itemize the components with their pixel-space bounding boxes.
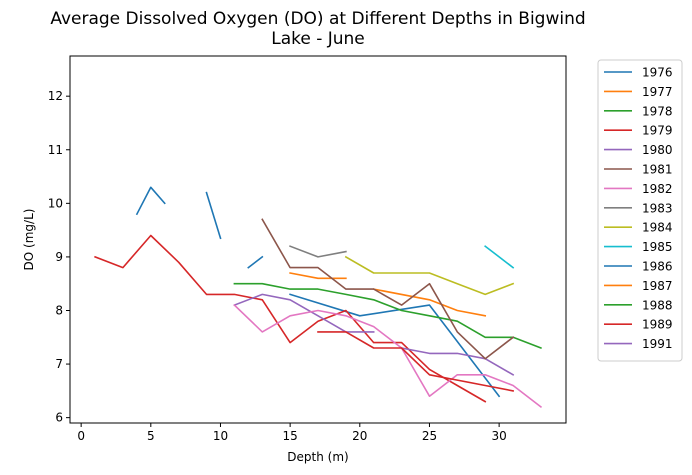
series-line-1981: [261, 218, 515, 360]
y-tick-label: 10: [48, 196, 63, 210]
series-line-1985: [484, 245, 515, 269]
series-line-1986: [247, 255, 264, 269]
y-tick-label: 7: [55, 357, 63, 371]
y-tick-label: 8: [55, 303, 63, 317]
legend-label: 1987: [642, 279, 673, 293]
y-tick-label: 6: [55, 411, 63, 425]
series-line-1983: [289, 245, 347, 258]
series-line-1982: [233, 303, 543, 409]
legend-label: 1981: [642, 163, 673, 177]
legend-label: 1978: [642, 104, 673, 118]
plot-area: [69, 55, 567, 424]
legend: 1976 1977 1978 1979 1980 1981 1982 1983 1984 1985…: [597, 59, 683, 362]
legend-label: 1985: [642, 240, 673, 254]
chart-title-line: Average Dissolved Oxygen (DO) at Differe…: [50, 9, 585, 29]
series-line-1976: [289, 293, 501, 398]
series-line-1979: [94, 234, 487, 403]
legend-label: 1979: [642, 124, 673, 138]
legend-label: 1986: [642, 260, 673, 274]
series-line-1989: [317, 331, 515, 392]
series-line-1976: [135, 186, 166, 216]
x-tick-label: 30: [491, 429, 506, 443]
legend-label: 1984: [642, 221, 673, 235]
y-tick-label: 9: [55, 250, 63, 264]
x-tick-label: 0: [77, 429, 85, 443]
chart-title-line: Lake - June: [271, 29, 365, 49]
x-axis-label: Depth (m): [287, 450, 348, 464]
x-tick-label: 5: [147, 429, 155, 443]
legend-label: 1976: [642, 66, 673, 80]
legend-label: 1991: [642, 337, 673, 351]
chart-title: Average Dissolved Oxygen (DO) at Differe…: [50, 9, 585, 49]
x-tick-label: 10: [213, 429, 228, 443]
x-tick-label: 20: [352, 429, 367, 443]
series-line-1984: [344, 255, 515, 296]
legend-label: 1980: [642, 143, 673, 157]
plot-frame: [69, 55, 567, 424]
y-tick-label: 11: [48, 143, 63, 157]
legend-label: 1988: [642, 298, 673, 312]
x-tick-label: 15: [282, 429, 297, 443]
x-axis: 0 5 10 15 20 25 30: [77, 423, 507, 443]
legend-label: 1989: [642, 318, 673, 332]
series-line-1976: [205, 191, 222, 240]
series-line-1980: [400, 347, 515, 376]
legend-label: 1977: [642, 85, 673, 99]
series-line-1978: [233, 282, 542, 350]
legend-label: 1983: [642, 201, 673, 215]
x-tick-label: 25: [422, 429, 437, 443]
series-line-1977: [372, 288, 487, 317]
series-line-1977: [289, 272, 347, 280]
series-line-1980: [233, 293, 375, 333]
y-axis: 6 7 8 9 10 11 12: [48, 89, 70, 425]
series-lines: [94, 186, 543, 409]
y-tick-label: 12: [48, 89, 63, 103]
legend-label: 1982: [642, 182, 673, 196]
y-axis-label: DO (mg/L): [22, 209, 36, 271]
